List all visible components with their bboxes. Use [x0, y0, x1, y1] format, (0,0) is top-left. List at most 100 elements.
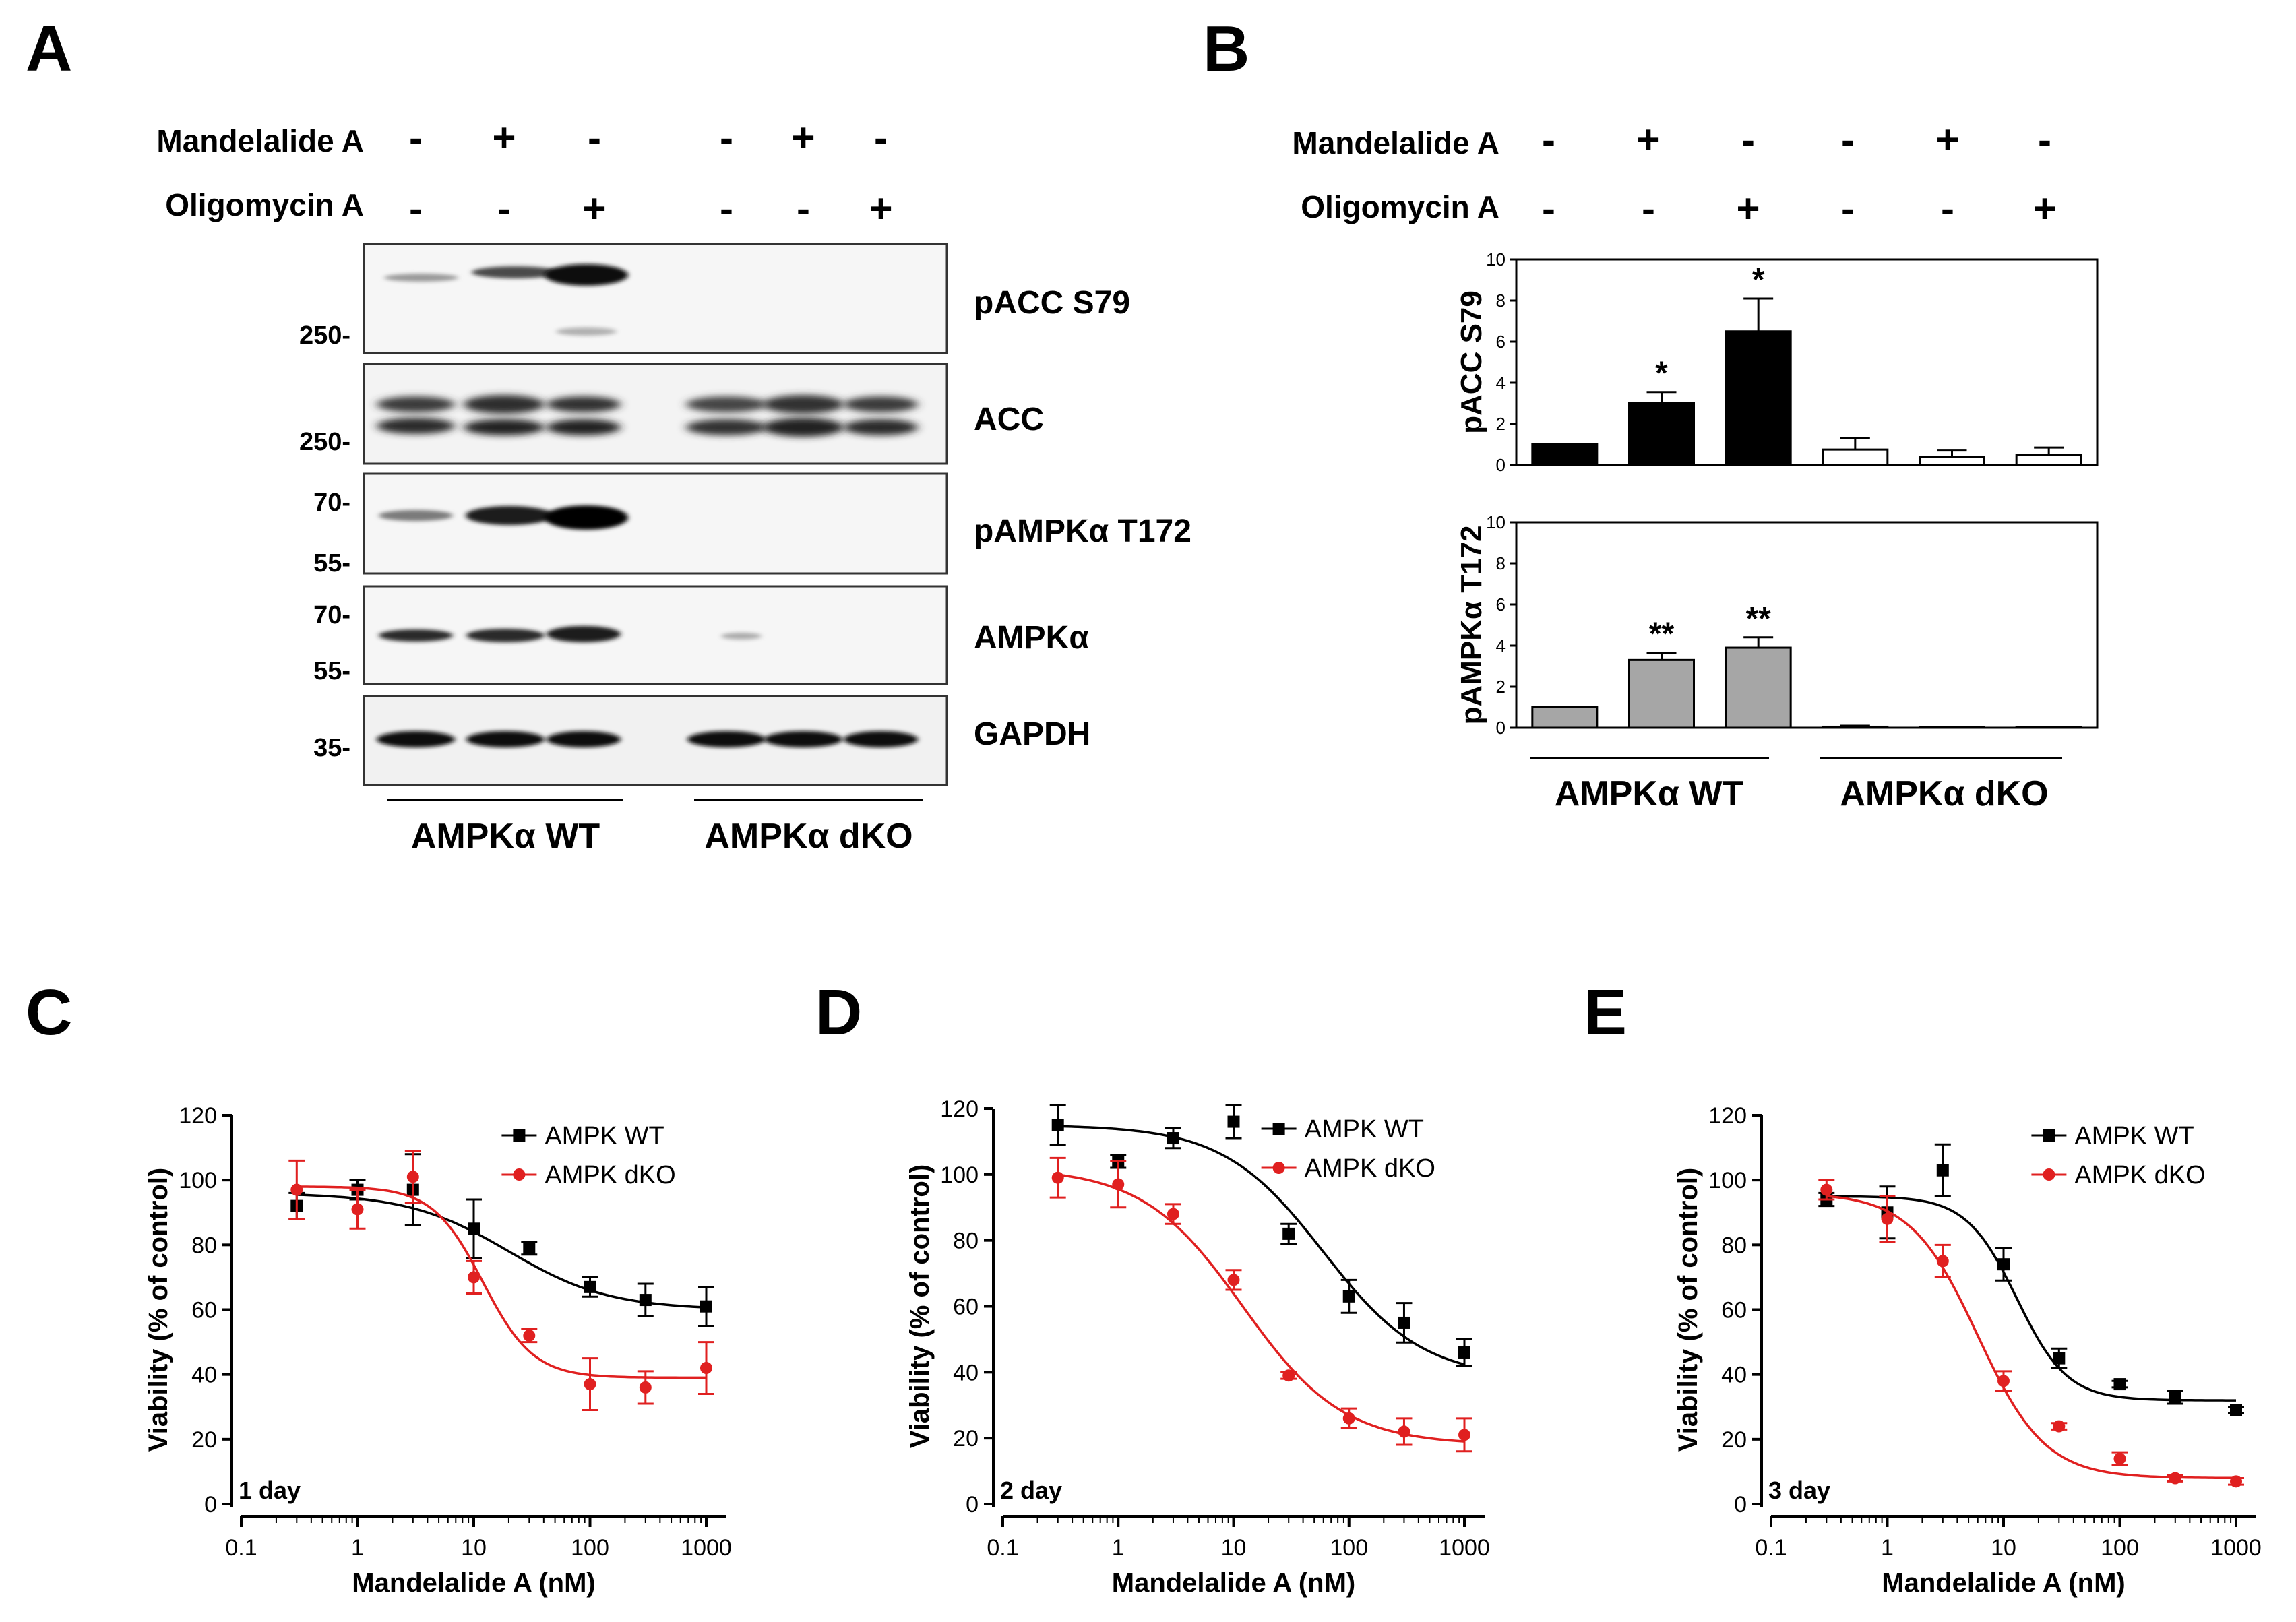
- y-tick-label: 20: [1721, 1427, 1747, 1453]
- group-label-wt: AMPKα WT: [411, 817, 600, 856]
- timepoint-label: 1 day: [239, 1476, 301, 1504]
- bar: [1822, 725, 1889, 729]
- significance-mark: **: [1745, 601, 1771, 637]
- band-label-gapdh: GAPDH: [974, 716, 1090, 752]
- x-tick-label: 1: [1881, 1535, 1894, 1561]
- marker-label: 250-: [299, 321, 350, 350]
- x-tick-label: 0.1: [1755, 1535, 1787, 1561]
- y-axis-label: Viability (% of control): [144, 1168, 173, 1452]
- y-tick-label: 6: [1496, 594, 1506, 615]
- fit-curve: [297, 1185, 706, 1379]
- y-tick-label: 0: [1496, 718, 1506, 738]
- data-point: [523, 1242, 536, 1255]
- data-point: [2113, 1378, 2126, 1391]
- data-point: [1282, 1227, 1295, 1240]
- mandelalide-sign: -: [874, 115, 888, 160]
- data-point: [1282, 1369, 1295, 1382]
- data-point: [1342, 1412, 1355, 1425]
- x-tick-label: 100: [2101, 1535, 2139, 1561]
- panel-label-d: D: [815, 976, 862, 1049]
- data-point: [468, 1222, 480, 1235]
- dose-response-chart-c: 0 20 40 60 80 100 120 0.1 1 10 100 1000 Mandelalide …: [144, 1103, 732, 1598]
- x-tick-label: 1000: [2210, 1535, 2262, 1561]
- fit-curve: [1057, 1125, 1465, 1366]
- y-axis-label: Viability (% of control): [905, 1164, 935, 1449]
- y-tick-label: 80: [1721, 1233, 1747, 1258]
- data-point: [2169, 1472, 2181, 1485]
- y-tick-label: 40: [1721, 1363, 1747, 1388]
- data-point: [1051, 1119, 1064, 1131]
- oligomycin-sign: -: [497, 186, 511, 231]
- blot-strip-ampk: 70- 55-: [313, 585, 948, 685]
- legend-label: AMPK WT: [545, 1122, 664, 1150]
- data-point: [700, 1362, 712, 1375]
- x-tick-label: 0.1: [987, 1535, 1018, 1561]
- legend-marker: [2043, 1168, 2055, 1181]
- mandelalide-sign: -: [720, 115, 733, 160]
- group-label-dko: AMPKα dKO: [1840, 774, 2048, 813]
- data-point: [639, 1381, 652, 1394]
- mandelalide-sign: -: [409, 115, 423, 160]
- y-axis-label: pAMPKα T172: [1455, 526, 1488, 725]
- y-tick-label: 120: [179, 1103, 217, 1129]
- oligomycin-sign: +: [1736, 186, 1760, 231]
- timepoint-label: 2 day: [1000, 1476, 1062, 1504]
- y-tick-label: 100: [940, 1162, 979, 1188]
- bar: [1725, 646, 1792, 729]
- data-point: [700, 1300, 712, 1313]
- mandelalide-sign: -: [2038, 117, 2051, 162]
- bar: [1628, 402, 1695, 466]
- y-tick-label: 0: [1734, 1492, 1747, 1518]
- oligomycin-sign: -: [409, 186, 423, 231]
- legend-label: AMPK dKO: [2074, 1161, 2205, 1189]
- bar: [1531, 706, 1599, 729]
- x-tick-label: 10: [461, 1535, 487, 1561]
- y-tick-label: 20: [953, 1426, 979, 1452]
- x-tick-label: 0.1: [225, 1535, 257, 1561]
- panel-b: B Mandelalide A Oligomycin A - + - - + -…: [1203, 13, 2099, 813]
- x-axis-label: Mandelalide A (nM): [1112, 1568, 1355, 1598]
- timepoint-label: 3 day: [1768, 1476, 1830, 1504]
- data-point: [1167, 1132, 1179, 1145]
- data-point: [1997, 1258, 2010, 1271]
- x-tick-label: 100: [571, 1535, 609, 1561]
- data-point: [1458, 1346, 1470, 1359]
- y-tick-label: 120: [940, 1096, 979, 1122]
- data-point: [1051, 1171, 1064, 1184]
- x-tick-label: 1: [351, 1535, 364, 1561]
- data-point: [2113, 1452, 2126, 1465]
- panel-a: A Mandelalide A Oligomycin A - + - - + -…: [26, 13, 1191, 856]
- bar: [2015, 454, 2082, 466]
- plot-frame: [1515, 521, 2099, 729]
- fit-curve: [1057, 1173, 1465, 1443]
- band-label-pampk: pAMPKα T172: [974, 513, 1191, 549]
- legend-label: AMPK dKO: [1305, 1154, 1435, 1183]
- bar: [1822, 448, 1889, 466]
- legend-marker: [513, 1168, 526, 1181]
- group-label-wt: AMPKα WT: [1555, 774, 1744, 813]
- legend-marker: [1272, 1123, 1285, 1135]
- significance-mark: **: [1649, 617, 1675, 652]
- data-point: [1881, 1212, 1894, 1225]
- marker-label: 70-: [313, 489, 350, 517]
- oligomycin-sign: -: [1542, 186, 1555, 231]
- bar: [1725, 330, 1792, 466]
- mandelalide-sign: +: [1935, 117, 1959, 162]
- x-tick-label: 1: [1112, 1535, 1125, 1561]
- legend-label: AMPK WT: [2074, 1122, 2194, 1150]
- blot-strip-pampk: 70- 55-: [313, 472, 948, 578]
- data-point: [1398, 1425, 1410, 1438]
- y-tick-label: 60: [953, 1295, 979, 1320]
- data-point: [2230, 1475, 2242, 1488]
- oligomycin-sign: +: [869, 186, 892, 231]
- y-axis-label: pACC S79: [1455, 290, 1488, 434]
- marker-label: 55-: [313, 657, 350, 685]
- data-point: [1342, 1290, 1355, 1303]
- panel-label-a: A: [26, 13, 72, 85]
- data-point: [1997, 1375, 2010, 1387]
- y-tick-label: 60: [1721, 1298, 1747, 1323]
- data-point: [2169, 1391, 2181, 1404]
- x-tick-label: 10: [1221, 1535, 1247, 1561]
- data-point: [1458, 1429, 1470, 1441]
- dose-response-chart-d: 0 20 40 60 80 100 120 0.1 1 10 100 1000 Mandelalide …: [905, 1096, 1490, 1598]
